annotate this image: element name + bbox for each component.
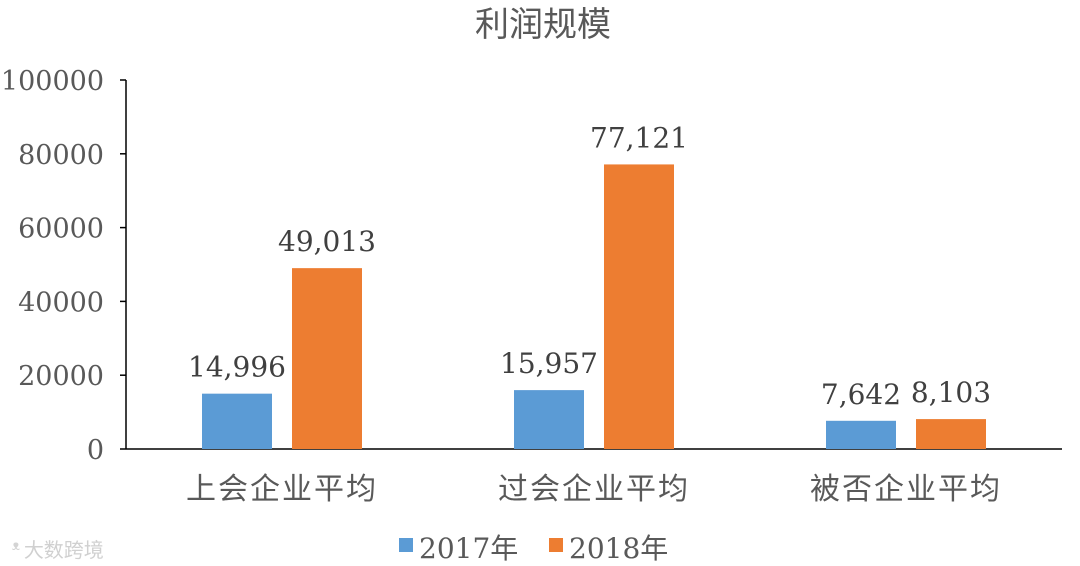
data-label: 7,642 (821, 378, 901, 411)
chart-title: 利润规模 (475, 5, 611, 45)
weibo-logo-icon: ᵜ (12, 536, 20, 560)
bar (604, 164, 674, 449)
y-tick-label: 60000 (18, 214, 104, 245)
x-category-label: 上会企业平均 (186, 472, 378, 507)
data-label: 14,996 (188, 351, 286, 384)
x-category-label: 过会企业平均 (498, 472, 690, 507)
y-tick-label: 80000 (18, 140, 104, 171)
data-label: 77,121 (590, 121, 688, 154)
legend-swatch (399, 538, 413, 552)
data-label: 15,957 (500, 347, 598, 380)
x-axis: 上会企业平均 过会企业平均 被否企业平均 (126, 448, 1062, 507)
bars (202, 164, 986, 449)
y-tick-label: 100000 (1, 66, 104, 97)
bar (916, 419, 986, 449)
legend-label: 2018年 (569, 532, 668, 565)
legend-label: 2017年 (419, 532, 518, 565)
y-tick-label: 40000 (18, 287, 104, 318)
watermark-text: 大数跨境 (23, 538, 104, 562)
legend: 2017年 2018年 (399, 532, 668, 565)
bar (514, 390, 584, 449)
y-axis: 0 20000 40000 60000 80000 100000 (1, 66, 127, 466)
legend-swatch (549, 538, 563, 552)
data-label: 49,013 (278, 225, 376, 258)
watermark: ᵜ 大数跨境 (12, 534, 104, 563)
bar (292, 268, 362, 449)
data-labels: 14,996 49,013 15,957 77,121 7,642 8,103 (188, 121, 991, 410)
data-label: 8,103 (911, 376, 991, 409)
y-tick-label: 0 (87, 435, 104, 466)
bar (202, 393, 272, 449)
x-category-label: 被否企业平均 (810, 472, 1002, 507)
bar (826, 420, 896, 449)
y-tick-label: 20000 (18, 361, 104, 392)
